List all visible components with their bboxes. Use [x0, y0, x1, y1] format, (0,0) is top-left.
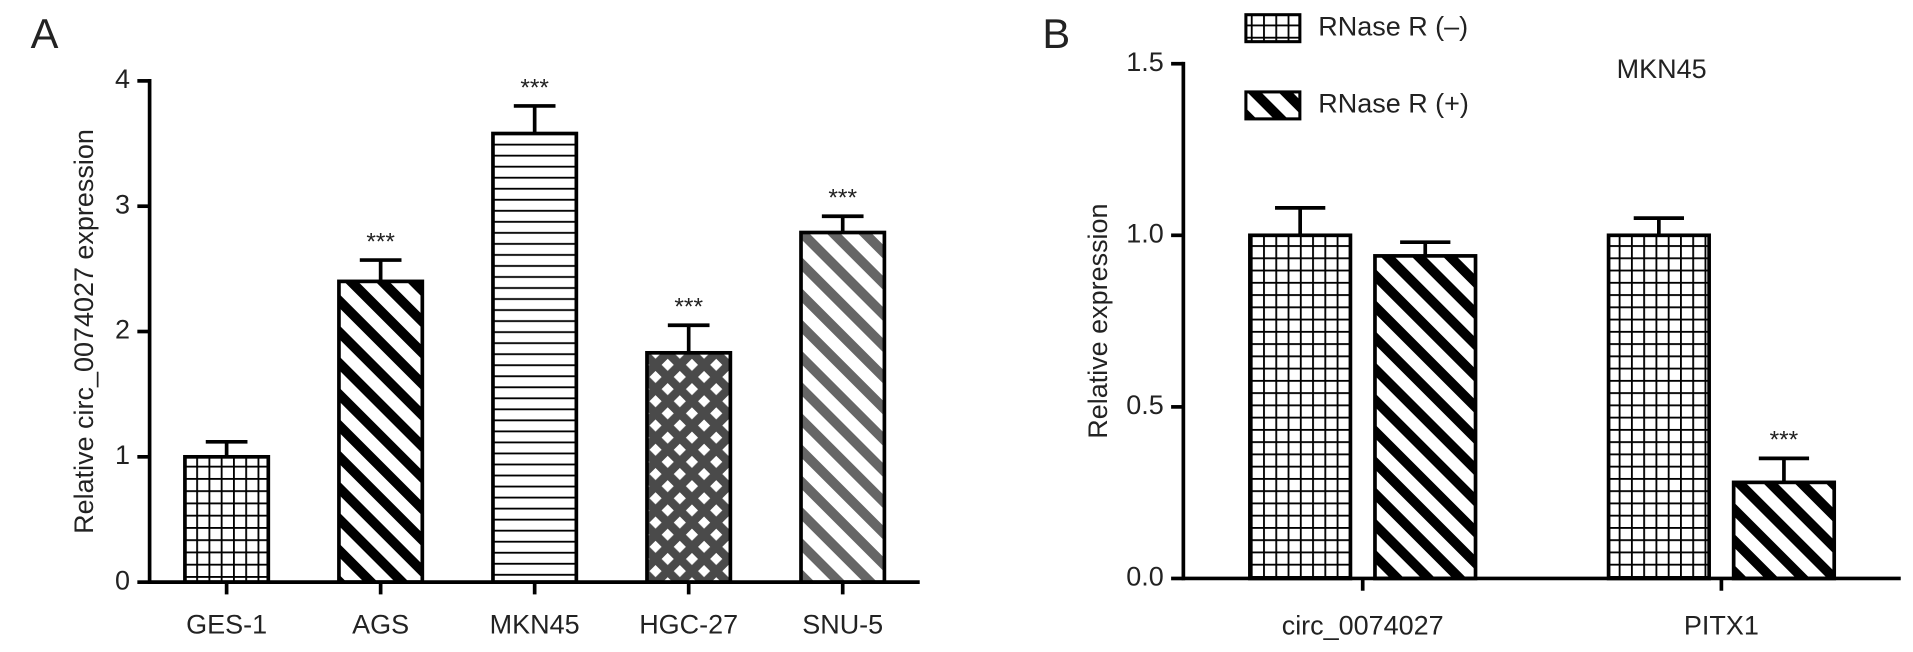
bar [645, 350, 733, 584]
x-tick-label: HGC-27 [639, 609, 738, 639]
bar [183, 454, 271, 584]
error-bar [821, 214, 864, 233]
y-tick-label: 2 [115, 315, 130, 345]
legend-label: RNase R (+) [1318, 89, 1469, 119]
y-tick-label: 0.0 [1126, 562, 1164, 592]
y-tick-label: 1.5 [1126, 47, 1164, 77]
chart-title: MKN45 [1617, 54, 1707, 84]
y-tick-label: 1 [115, 440, 130, 470]
error-bar [1275, 206, 1326, 236]
significance-label: *** [520, 74, 549, 101]
y-tick-label: 0.5 [1126, 390, 1164, 420]
error-bar [1400, 240, 1451, 256]
error-bar [1633, 216, 1684, 236]
x-tick-label: circ_0074027 [1282, 611, 1444, 641]
bar [1731, 480, 1837, 581]
legend-swatch [1244, 90, 1302, 121]
panel-label: B [1042, 10, 1070, 57]
bar [1248, 233, 1353, 581]
bar [799, 230, 887, 584]
significance-label: *** [674, 294, 703, 321]
x-tick-label: GES-1 [186, 609, 267, 639]
panel-label: A [31, 10, 59, 57]
y-tick-label: 1.0 [1126, 218, 1164, 248]
bar [491, 131, 579, 584]
error-bar [667, 323, 710, 353]
x-tick-label: MKN45 [490, 609, 580, 639]
significance-label: *** [1770, 427, 1799, 454]
x-tick-label: AGS [352, 609, 409, 639]
legend-swatch [1244, 13, 1302, 44]
significance-label: *** [366, 228, 395, 255]
y-tick-label: 3 [115, 189, 130, 219]
significance-label: *** [828, 185, 857, 212]
y-axis-label: Relative circ_0074027 expression [69, 129, 99, 534]
x-tick-label: SNU-5 [802, 609, 883, 639]
error-bar [1758, 456, 1810, 483]
x-tick-label: PITX1 [1684, 611, 1759, 641]
bar [1606, 233, 1711, 581]
error-bar [359, 258, 402, 282]
legend-label: RNase R (–) [1318, 11, 1468, 41]
bar [1373, 254, 1478, 581]
bar [337, 279, 425, 584]
y-tick-label: 4 [115, 64, 130, 94]
error-bar [205, 439, 248, 457]
y-axis-label: Relative expression [1083, 203, 1113, 438]
error-bar [513, 104, 556, 134]
y-tick-label: 0 [115, 565, 130, 595]
